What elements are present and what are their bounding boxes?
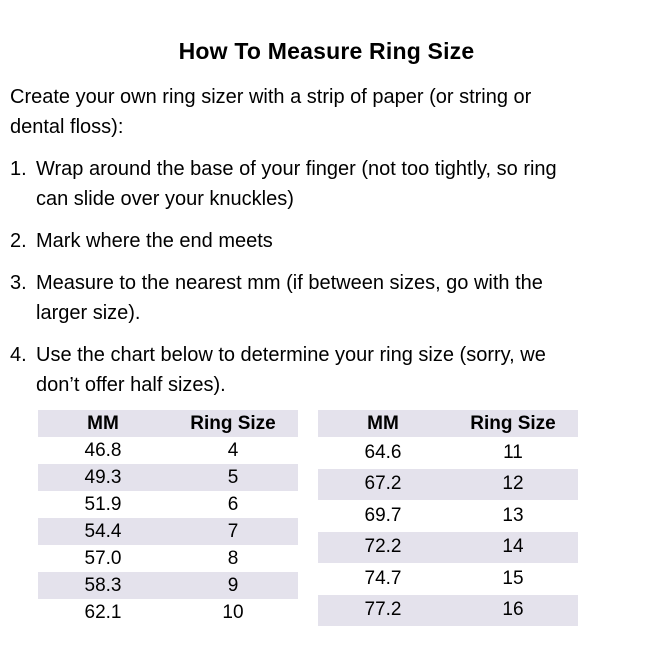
table-row: 51.9 6 bbox=[38, 491, 298, 518]
table-row: 46.8 4 bbox=[38, 437, 298, 464]
table-row: 67.2 12 bbox=[318, 468, 578, 500]
table-row: 49.3 5 bbox=[38, 464, 298, 491]
size-chart-left: MM Ring Size 46.8 4 49.3 5 51.9 6 54.4 7 57.0 8 58.3… bbox=[38, 410, 298, 626]
list-item-text: Measure to the nearest mm (if between si… bbox=[36, 272, 543, 324]
list-item-text: Wrap around the base of your finger (not… bbox=[36, 158, 557, 210]
column-header: Ring Size bbox=[190, 412, 276, 434]
size-charts: MM Ring Size 46.8 4 49.3 5 51.9 6 54.4 7 57.0 8 58.3… bbox=[38, 410, 643, 626]
list-item-number: 1. bbox=[10, 158, 27, 180]
column-header: Ring Size bbox=[470, 412, 556, 434]
table-cell: 11 bbox=[503, 441, 523, 463]
table-cell: 74.7 bbox=[364, 567, 402, 589]
table-cell: 4 bbox=[227, 439, 239, 461]
table-row: 69.7 13 bbox=[318, 500, 578, 532]
table-cell: 13 bbox=[502, 504, 524, 526]
table-row: 54.4 7 bbox=[38, 518, 298, 545]
table-cell: 16 bbox=[502, 599, 524, 621]
instruction-list: 1. Wrap around the base of your finger (… bbox=[10, 154, 643, 400]
list-item-text: Mark where the end meets bbox=[36, 230, 273, 252]
table-cell: 49.3 bbox=[84, 466, 122, 488]
table-cell: 9 bbox=[227, 574, 239, 596]
list-item: 3. Measure to the nearest mm (if between… bbox=[10, 268, 643, 328]
table-cell: 54.4 bbox=[84, 520, 122, 542]
table-row: 77.2 16 bbox=[318, 594, 578, 626]
table-cell: 8 bbox=[227, 547, 239, 569]
column-header: MM bbox=[87, 412, 119, 434]
table-cell: 51.9 bbox=[84, 493, 122, 515]
table-header-row: MM Ring Size bbox=[38, 410, 298, 437]
table-cell: 6 bbox=[227, 493, 239, 515]
list-item-text: Use the chart below to determine your ri… bbox=[36, 344, 546, 396]
table-cell: 15 bbox=[502, 567, 524, 589]
table-row: 74.7 15 bbox=[318, 563, 578, 595]
table-cell: 10 bbox=[222, 601, 244, 623]
table-cell: 58.3 bbox=[84, 574, 122, 596]
table-row: 57.0 8 bbox=[38, 545, 298, 572]
table-cell: 77.2 bbox=[364, 599, 402, 621]
table-cell: 62.1 bbox=[84, 601, 122, 623]
table-cell: 14 bbox=[502, 536, 524, 558]
table-cell: 12 bbox=[502, 473, 524, 495]
table-cell: 7 bbox=[227, 520, 239, 542]
intro-paragraph: Create your own ring sizer with a strip … bbox=[10, 86, 532, 138]
table-cell: 5 bbox=[227, 466, 239, 488]
table-row: 72.2 14 bbox=[318, 531, 578, 563]
size-chart-right: MM Ring Size 64.6 11 67.2 12 69.7 13 72.2 14 74.7 1… bbox=[318, 410, 578, 626]
list-item: 1. Wrap around the base of your finger (… bbox=[10, 154, 643, 214]
list-item-number: 4. bbox=[10, 344, 27, 366]
table-header-row: MM Ring Size bbox=[318, 410, 578, 437]
list-item: 4. Use the chart below to determine your… bbox=[10, 340, 643, 400]
table-cell: 46.8 bbox=[84, 439, 122, 461]
list-item-number: 2. bbox=[10, 230, 27, 252]
table-cell: 57.0 bbox=[84, 547, 122, 569]
table-row: 58.3 9 bbox=[38, 572, 298, 599]
table-cell: 67.2 bbox=[364, 473, 402, 495]
table-cell: 64.6 bbox=[364, 441, 402, 463]
table-row: 62.1 10 bbox=[38, 599, 298, 626]
table-cell: 72.2 bbox=[364, 536, 402, 558]
column-header: MM bbox=[367, 412, 399, 434]
list-item-number: 3. bbox=[10, 272, 27, 294]
table-row: 64.6 11 bbox=[318, 437, 578, 469]
list-item: 2. Mark where the end meets bbox=[10, 226, 643, 256]
table-cell: 69.7 bbox=[364, 504, 402, 526]
page-title: How To Measure Ring Size bbox=[178, 38, 475, 64]
